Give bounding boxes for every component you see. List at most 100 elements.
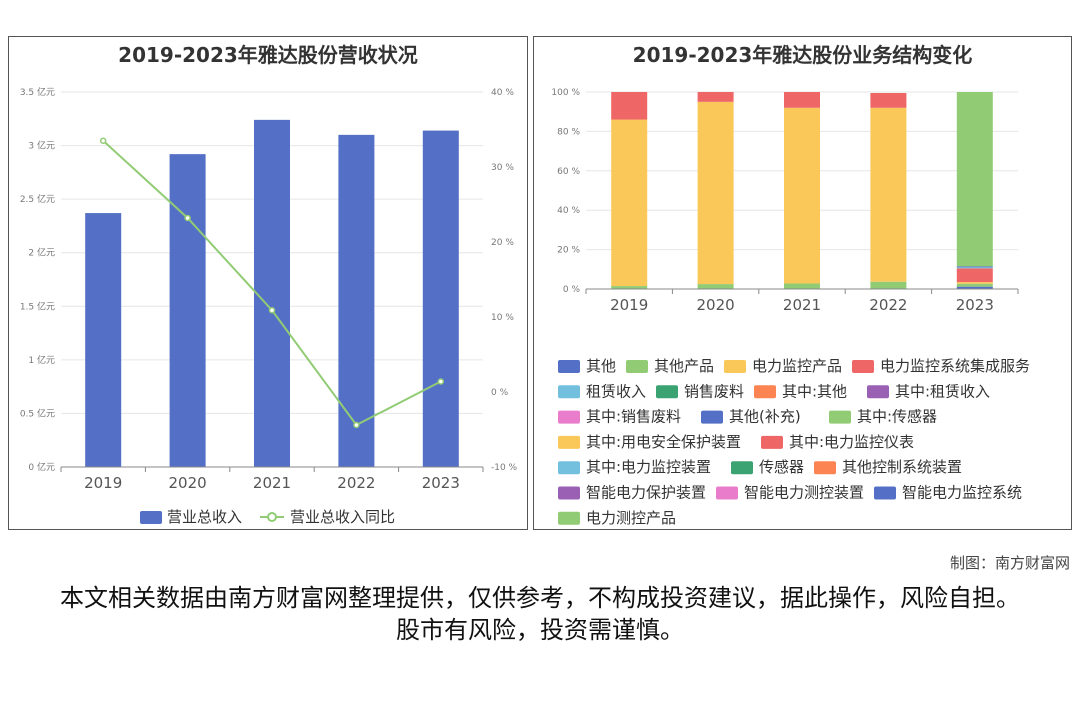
- x-axis-tick-label: 2020: [697, 296, 735, 314]
- stacked-bar-segment: [870, 92, 907, 108]
- legend-label: 租赁收入: [586, 382, 646, 400]
- business-structure-chart-title: 2019-2023年雅达股份业务结构变化: [632, 43, 973, 67]
- y-axis-tick-label: 60 %: [557, 167, 580, 177]
- revenue-bar: [254, 119, 290, 467]
- yoy-point: [99, 137, 107, 144]
- x-axis-tick-label: 2022: [337, 474, 375, 492]
- y-axis-tick-label: 0 %: [563, 285, 581, 295]
- legend-swatch: [814, 461, 836, 475]
- legend-swatch: [558, 385, 580, 399]
- legend-label: 其他: [586, 357, 616, 375]
- legend-label: 传感器: [759, 458, 804, 476]
- stacked-bar-segment: [611, 92, 648, 120]
- yoy-point: [437, 378, 445, 385]
- legend-swatch: [701, 410, 723, 424]
- legend-swatch: [558, 360, 580, 373]
- x-axis-tick-label: 2021: [783, 296, 821, 314]
- y-axis-tick-label: 0 亿元: [28, 461, 55, 473]
- legend-swatch: [716, 486, 738, 500]
- y-axis-tick-label: 1 亿元: [28, 354, 55, 366]
- stacked-bar-segment: [784, 107, 820, 284]
- stacked-bar-segment: [956, 267, 993, 269]
- y2-axis-tick-label: 20 %: [491, 238, 514, 248]
- x-axis-tick-label: 2023: [422, 474, 460, 492]
- y-axis-tick-label: 80 %: [557, 127, 580, 137]
- revenue-chart-title: 2019-2023年雅达股份营收状况: [118, 43, 418, 67]
- y2-axis-tick-label: 0 %: [491, 388, 509, 398]
- revenue-bar: [422, 130, 459, 468]
- y2-axis-tick-label: 40 %: [491, 88, 514, 98]
- legend-label: 其他产品: [654, 357, 714, 375]
- stacked-bar-segment: [784, 92, 820, 108]
- legend-label: 智能电力监控系统: [902, 484, 1022, 502]
- yoy-point: [184, 214, 191, 222]
- y-axis-tick-label: 2.5 亿元: [20, 193, 55, 205]
- legend-label: 智能电力测控装置: [744, 484, 864, 502]
- y-axis-tick-label: 3 亿元: [28, 140, 55, 152]
- legend-label: 其中:其他: [782, 382, 847, 400]
- yoy-point: [268, 307, 276, 314]
- legend-label: 其中:销售废料: [586, 408, 681, 426]
- legend-label: 销售废料: [684, 382, 744, 400]
- revenue-chart-svg: 0 亿元 0.5 亿元 1 亿元 1.5 亿元 2 亿元 2.5 亿元 3 亿元 3.5 亿元…: [20, 86, 518, 526]
- legend-label: 其中:电力监控仪表: [789, 433, 914, 451]
- x-axis-tick-label: 2022: [869, 296, 907, 314]
- legend-label: 其他控制系统装置: [842, 458, 962, 476]
- stacked-bar-segment: [870, 107, 907, 282]
- legend-bar-label: 营业总收入: [167, 508, 242, 526]
- business-structure-chart-panel: 2019-2023年雅达股份业务结构变化 0 % 20 % 40 % 60 % 80 %…: [533, 36, 1072, 530]
- stacked-bar-segment: [611, 119, 648, 287]
- y-axis-tick-label: 1.5 亿元: [20, 300, 55, 312]
- legend-swatch: [558, 461, 580, 475]
- stacked-bar-segment: [697, 92, 734, 102]
- legend-swatch: [852, 360, 874, 373]
- legend-label: 电力监控系统集成服务: [880, 357, 1030, 375]
- legend-label: 电力监控产品: [752, 357, 842, 375]
- y2-axis-tick-label: -10 %: [491, 463, 518, 473]
- stacked-bar-segment: [956, 282, 993, 284]
- revenue-bar: [338, 134, 375, 467]
- stacked-bar-segment: [611, 286, 648, 289]
- legend-swatch: [558, 486, 580, 500]
- legend-swatch: [874, 486, 896, 500]
- legend-bar-swatch: [140, 511, 162, 524]
- stacked-bar-segment: [697, 101, 734, 285]
- legend-swatch: [558, 511, 580, 525]
- stacked-bar-segment: [956, 268, 993, 283]
- chart-credit: 制图：南方财富网: [949, 554, 1070, 572]
- legend-swatch: [754, 385, 776, 399]
- y-axis-tick-label: 2 亿元: [28, 247, 55, 259]
- legend-swatch: [626, 360, 648, 373]
- business-structure-chart-svg: 0 % 20 % 40 % 60 % 80 % 100 % 2019 2020 2021 2022…: [551, 88, 1030, 527]
- legend-label: 其他(补充): [729, 408, 801, 426]
- legend-swatch: [761, 435, 783, 449]
- stacked-bar-segment: [956, 283, 993, 287]
- y-axis-tick-label: 3.5 亿元: [20, 86, 55, 98]
- revenue-bar: [85, 213, 122, 467]
- y2-axis-tick-label: 10 %: [491, 313, 514, 323]
- stacked-bar-segment: [956, 92, 993, 267]
- revenue-chart-panel: 2019-2023年雅达股份营收状况 0 亿元 0.5 亿元 1 亿元 1.5 亿元 2…: [8, 36, 528, 530]
- y-axis-tick-label: 0.5 亿元: [20, 407, 55, 419]
- yoy-point: [353, 421, 360, 429]
- legend-swatch: [724, 360, 746, 373]
- legend-label: 电力测控产品: [586, 509, 676, 527]
- legend-line-label: 营业总收入同比: [290, 508, 395, 526]
- legend-swatch: [656, 385, 678, 399]
- x-axis-tick-label: 2020: [169, 474, 207, 492]
- x-axis-tick-label: 2019: [84, 474, 122, 492]
- legend-swatch: [558, 410, 580, 424]
- legend-label: 智能电力保护装置: [586, 484, 706, 502]
- stacked-bar-segment: [956, 286, 993, 289]
- revenue-bar: [169, 154, 206, 467]
- disclaimer-text: 本文相关数据由南方财富网整理提供，仅供参考，不构成投资建议，据此操作，风险自担。…: [60, 584, 1020, 644]
- x-axis-tick-label: 2021: [253, 474, 291, 492]
- legend-swatch: [558, 435, 580, 449]
- x-axis-tick-label: 2023: [956, 296, 994, 314]
- legend-swatch: [867, 385, 889, 399]
- stacked-bar-segment: [870, 281, 907, 289]
- legend-label: 其中:租赁收入: [895, 382, 990, 400]
- y-axis-tick-label: 20 %: [557, 246, 580, 256]
- y-axis-tick-label: 40 %: [557, 206, 580, 216]
- y2-axis-tick-label: 30 %: [491, 163, 514, 173]
